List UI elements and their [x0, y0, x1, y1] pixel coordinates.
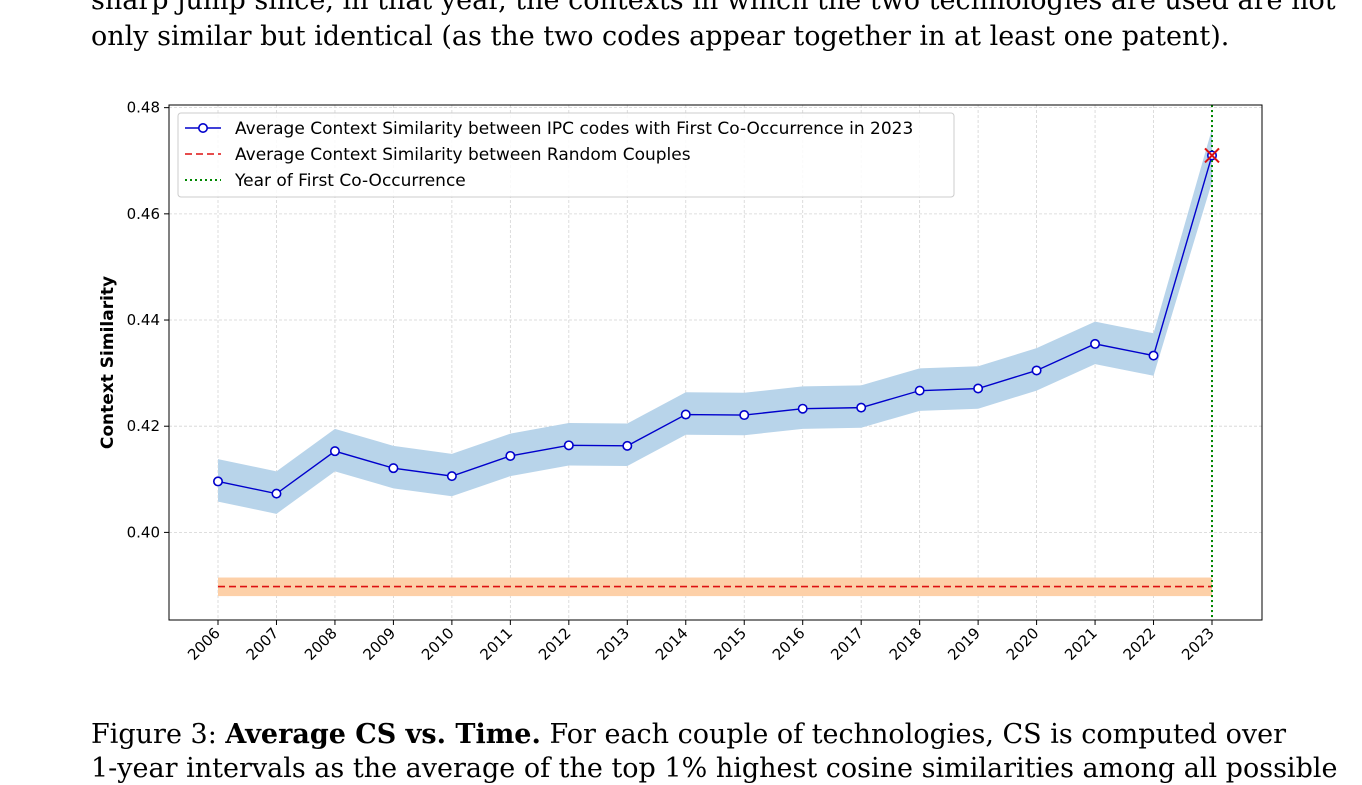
x-tick-label: 2016: [769, 624, 809, 664]
plot-frame: [168, 104, 1263, 621]
figure-caption-line: 1-year intervals as the average of the t…: [91, 753, 1338, 784]
x-tick-label: 2015: [710, 624, 750, 664]
legend-label: Average Context Similarity between Rando…: [235, 145, 691, 165]
x-tick-label: 2014: [652, 624, 692, 664]
legend: Average Context Similarity between IPC c…: [177, 112, 955, 198]
caption-label: Figure 3:: [91, 719, 217, 750]
data-point: [856, 402, 867, 413]
data-point: [622, 440, 633, 451]
ipc-similarity-band: [218, 128, 1212, 514]
x-tick-label: 2018: [886, 624, 926, 664]
x-tick-label: 2019: [944, 624, 984, 664]
y-tick-label: 0.48: [127, 99, 160, 117]
data-point: [1031, 365, 1042, 376]
y-tick-label: 0.42: [127, 417, 160, 435]
data-point: [563, 440, 574, 451]
x-tick-label: 2012: [535, 624, 575, 664]
data-point: [271, 488, 282, 499]
x-tick-label: 2021: [1061, 624, 1101, 664]
data-point: [1148, 350, 1159, 361]
x-tick-label: 2013: [593, 624, 633, 664]
x-tick-label: 2010: [418, 624, 458, 664]
x-tick-label: 2017: [827, 624, 867, 664]
x-tick-label: 2020: [1003, 624, 1043, 664]
legend-label: Year of First Co-Occurrence: [234, 171, 466, 191]
data-point: [1090, 338, 1101, 349]
data-point: [213, 476, 224, 487]
y-axis-label: Context Similarity: [98, 276, 118, 449]
ipc-similarity-line: [217, 155, 1213, 495]
body-text-line: sharp jump since, in that year, the cont…: [91, 0, 1336, 16]
figure-caption: Figure 3: Average CS vs. Time. For each …: [91, 719, 1286, 751]
y-tick-label: 0.46: [127, 205, 160, 223]
series-lines: [213, 105, 1220, 620]
highlight-marker: [1204, 147, 1220, 164]
confidence-bands: [218, 128, 1212, 597]
x-tick-label: 2011: [476, 624, 516, 664]
data-point: [680, 409, 691, 420]
caption-text: For each couple of technologies, CS is c…: [540, 719, 1287, 750]
data-point: [388, 463, 399, 474]
y-tick-label: 0.44: [127, 311, 160, 329]
x-tick-label: 2022: [1120, 624, 1160, 664]
body-text-line: only similar but identical (as the two c…: [91, 21, 1230, 52]
context-similarity-chart: 0.40 0.42 0.44 0.46 0.48 2006 2007 2008 2009 2010…: [98, 99, 1263, 664]
data-point: [505, 450, 516, 461]
legend-frame: [177, 112, 955, 198]
legend-label: Average Context Similarity between IPC c…: [235, 119, 913, 139]
x-tick-label: 2009: [360, 624, 400, 664]
caption-title: Average CS vs. Time.: [225, 719, 541, 750]
x-tick-label: 2008: [301, 624, 341, 664]
data-point: [446, 471, 457, 482]
data-point: [973, 383, 984, 394]
data-point: [329, 446, 340, 457]
x-tick-label: 2006: [184, 624, 224, 664]
legend-marker-ipc-similarity: [198, 122, 209, 133]
data-point: [797, 403, 808, 414]
data-point: [914, 385, 925, 396]
x-tick-label: 2007: [243, 624, 283, 664]
y-tick-label: 0.40: [127, 523, 160, 541]
data-point: [739, 410, 750, 421]
x-tick-label: 2023: [1178, 624, 1218, 664]
